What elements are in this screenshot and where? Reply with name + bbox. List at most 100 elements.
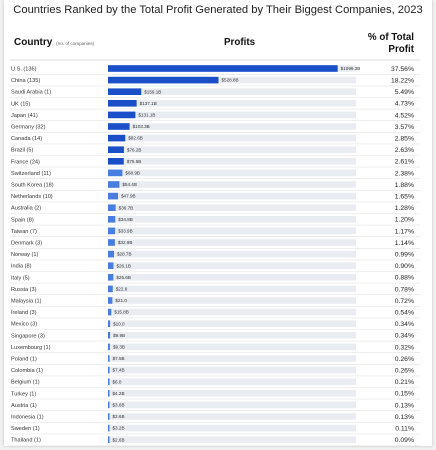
bar-27 [108, 378, 110, 385]
bar-track [108, 76, 356, 84]
country-header-note: (no. of companies) [56, 41, 95, 46]
pct-label-11: 1.65% [395, 194, 414, 201]
pct-label-26: 0.26% [395, 368, 414, 375]
value-label-12: $36.7B [119, 205, 134, 210]
bar-3 [108, 100, 137, 107]
country-label-23: Singapore (3) [11, 333, 45, 339]
pct-label-27: 0.21% [395, 379, 414, 386]
bar-track [108, 134, 356, 142]
bar-track [108, 332, 356, 339]
bar-track [108, 158, 356, 165]
bar-6 [108, 134, 126, 142]
bar-18 [108, 274, 114, 281]
country-label-29: Austria (1) [11, 403, 37, 409]
pct-label-29: 0.13% [395, 402, 414, 409]
value-label-6: $82.6B [128, 136, 143, 141]
pct-label-12: 1.28% [395, 205, 414, 212]
pct-label-20: 0.72% [395, 298, 414, 305]
country-label-25: Poland (1) [11, 357, 37, 363]
bar-12 [108, 204, 116, 211]
pct-label-31: 0.11% [395, 426, 414, 433]
country-label-3: UK (15) [11, 101, 30, 107]
bar-track [108, 320, 356, 327]
bar-track [108, 111, 356, 119]
value-label-32: $2.6B [113, 437, 125, 442]
country-label-32: Thailand (1) [11, 438, 41, 444]
bar-track [108, 401, 356, 409]
value-label-21: $15.8B [114, 310, 129, 315]
bar-29 [108, 401, 110, 409]
bar-track [108, 250, 356, 258]
bar-5 [108, 123, 130, 130]
bar-2 [108, 88, 142, 95]
bar-0 [108, 65, 338, 72]
value-label-17: $26.1B [116, 263, 131, 268]
bar-22 [108, 320, 111, 327]
bar-4 [108, 111, 136, 119]
bar-track [108, 436, 356, 443]
country-label-14: Taiwan (7) [11, 229, 37, 235]
pct-label-2: 5.49% [395, 89, 414, 96]
country-label-18: Italy (5) [11, 275, 30, 281]
country-label-11: Netherlands (10) [11, 194, 53, 200]
value-label-11: $47.9B [121, 194, 136, 199]
country-label-1: China (135) [11, 78, 40, 84]
country-label-5: Germany (32) [11, 125, 46, 131]
bar-26 [108, 366, 110, 374]
country-label-0: U.S. (136) [11, 67, 37, 73]
bar-7 [108, 146, 124, 153]
value-label-9: $68.9B [125, 171, 140, 176]
country-label-7: Brazil (5) [11, 148, 34, 154]
value-label-5: $103.3B [133, 124, 150, 129]
pct-label-0: 37.56% [391, 66, 414, 73]
value-label-15: $32.9B [118, 240, 133, 245]
country-label-24: Luxembourg (1) [11, 345, 51, 351]
bar-11 [108, 192, 119, 200]
pct-label-6: 2.85% [395, 136, 414, 143]
value-label-26: $7.4B [113, 368, 125, 373]
pct-label-24: 0.32% [395, 344, 414, 351]
pct-label-5: 3.57% [395, 124, 414, 131]
pct-label-9: 2.38% [395, 170, 414, 177]
value-label-16: $28.7B [117, 252, 132, 257]
bar-track [108, 192, 356, 200]
bar-30 [108, 413, 110, 420]
pct-label-14: 1.17% [395, 228, 414, 235]
value-label-3: $137.1B [140, 101, 157, 106]
value-label-18: $25.6B [116, 275, 131, 280]
bar-track [108, 262, 356, 269]
bar-15 [108, 239, 115, 246]
pct-label-19: 0.78% [395, 286, 414, 293]
value-label-14: $33.9B [118, 229, 133, 234]
bar-10 [108, 181, 120, 188]
pct-label-17: 0.90% [395, 263, 414, 270]
pct-label-7: 2.63% [395, 147, 414, 154]
country-label-20: Malaysia (1) [11, 299, 42, 305]
country-label-15: Denmark (3) [11, 241, 42, 247]
value-label-22: $10.0 [113, 321, 125, 326]
bar-track [108, 239, 356, 246]
country-label-12: Australia (2) [11, 206, 41, 212]
bar-track [108, 297, 356, 304]
bar-track [108, 424, 356, 432]
pct-label-4: 4.52% [395, 112, 414, 119]
pct-label-22: 0.34% [395, 321, 414, 328]
bar-track [108, 100, 356, 107]
country-label-31: Sweden (1) [11, 426, 40, 432]
country-label-30: Indonesia (1) [11, 415, 44, 421]
value-label-29: $3.6B [113, 403, 125, 408]
bar-track [108, 274, 356, 281]
country-label-21: Ireland (3) [11, 310, 37, 316]
bar-25 [108, 355, 110, 362]
value-label-27: $6.0 [113, 379, 122, 384]
bar-14 [108, 227, 116, 235]
profits-column-header: Profits [224, 37, 256, 48]
bar-track [108, 308, 356, 316]
value-label-28: $4.2B [113, 391, 125, 396]
value-label-2: $159.1B [144, 89, 161, 94]
country-label-17: India (8) [11, 264, 32, 270]
bar-track [108, 169, 356, 177]
country-label-19: Russia (3) [11, 287, 37, 293]
country-label-28: Turkey (1) [11, 391, 36, 397]
bar-23 [108, 332, 111, 339]
